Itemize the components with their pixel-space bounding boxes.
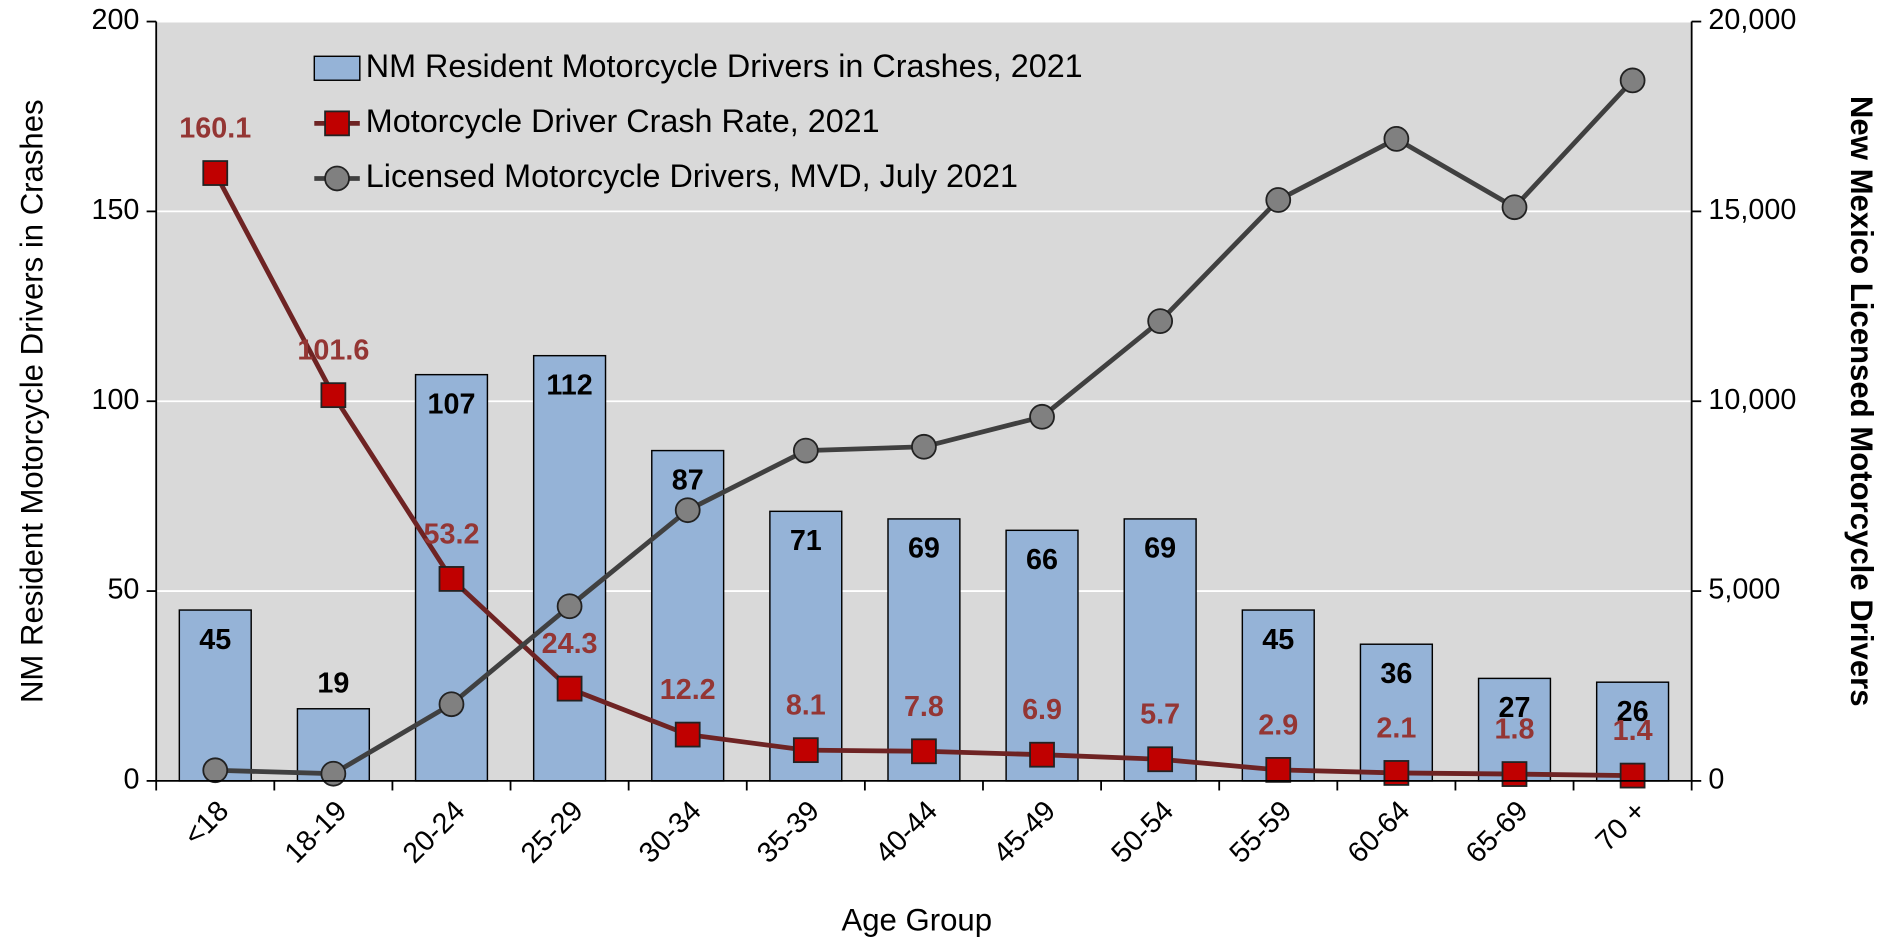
x-axis-title: Age Group: [841, 902, 992, 937]
line-value-label: 53.2: [424, 518, 480, 550]
marker: [556, 675, 583, 702]
x-tick-label: 20-24: [397, 795, 472, 870]
x-tick-label: 70 +: [1590, 795, 1653, 858]
marker: [202, 757, 229, 784]
bar-value-label: 107: [428, 388, 476, 420]
bar: [532, 354, 607, 782]
marker: [1619, 762, 1646, 789]
marker: [674, 497, 701, 524]
y2-tick-label: 10,000: [1708, 384, 1796, 416]
marker: [792, 437, 819, 464]
line-value-label: 2.1: [1376, 712, 1416, 744]
marker: [911, 433, 937, 460]
bar-value-label: 45: [199, 624, 231, 656]
line-value-label: 160.1: [179, 113, 251, 145]
bar-value-label: 69: [908, 533, 940, 565]
marker: [792, 737, 819, 764]
marker: [1383, 760, 1410, 786]
line-value-label: 6.9: [1022, 694, 1062, 726]
y2-axis-title: New Mexico Licensed Motorcycle Drivers: [1844, 96, 1879, 707]
line-value-label: 1.8: [1495, 714, 1535, 746]
line-value-label: 101.6: [297, 335, 369, 367]
y2-tick-label: 20,000: [1708, 4, 1796, 36]
marker: [202, 160, 229, 186]
x-tick-label: 50-54: [1105, 795, 1180, 870]
y-tick-label: 200: [91, 4, 139, 36]
x-tick-label: <18: [178, 795, 235, 852]
y-tick-label: 0: [123, 763, 139, 795]
legend-swatch: [313, 55, 361, 81]
marker: [1029, 403, 1055, 430]
x-tick-label: 25-29: [515, 795, 590, 870]
marker: [1501, 761, 1528, 787]
y-tick-label: 50: [107, 574, 139, 606]
marker: [556, 593, 583, 620]
marker: [320, 760, 347, 787]
labels: 45 19 107 112 87 71 69 66 69 45 36 27 26 160.1 101.6 53…: [179, 113, 1652, 748]
bar: [769, 510, 843, 782]
marker: [1147, 746, 1174, 773]
bar-value-label: 71: [790, 525, 822, 557]
bar-value-label: 19: [317, 667, 349, 699]
line-value-label: 5.7: [1140, 699, 1180, 731]
y2-tick-label: 0: [1708, 763, 1724, 795]
bar-value-label: 66: [1026, 544, 1058, 576]
y2-tick-label: 15,000: [1708, 194, 1796, 226]
line-value-label: 12.2: [660, 674, 716, 706]
line-value-label: 24.3: [542, 628, 598, 660]
x-tick-label: 45-49: [987, 795, 1062, 870]
marker: [1029, 741, 1055, 768]
x-tick-label: 55-59: [1224, 795, 1299, 870]
bar: [1359, 643, 1434, 782]
bar-value-label: 45: [1262, 624, 1294, 656]
marker: [438, 566, 465, 592]
bar-value-label: 27: [1499, 692, 1531, 724]
line-value-label: 2.9: [1258, 709, 1298, 741]
bar-value-label: 26: [1617, 696, 1649, 728]
legend-label: Licensed Motorcycle Drivers, MVD, July 2…: [366, 158, 1018, 194]
bar: [1241, 609, 1315, 782]
bar-value-label: 69: [1144, 533, 1176, 565]
y2-tick-label: 5,000: [1708, 574, 1780, 606]
marker: [1265, 757, 1292, 783]
bar-value-label: 36: [1380, 658, 1412, 690]
marker: [320, 382, 347, 409]
x-tick-label: 18-19: [279, 795, 354, 870]
y-tick-label: 150: [91, 194, 139, 226]
marker: [674, 721, 701, 748]
y-tick-label: 100: [91, 384, 139, 416]
marker: [438, 691, 465, 718]
x-tick-label: 65-69: [1460, 795, 1535, 870]
marker: [911, 738, 937, 765]
marker: [1501, 194, 1528, 221]
bar: [887, 518, 961, 782]
bar-value-label: 87: [672, 464, 704, 496]
line-value-label: 8.1: [786, 690, 826, 722]
x-tick-label: 30-34: [633, 795, 708, 870]
marker: [1265, 187, 1292, 213]
legend-marker: [324, 110, 350, 137]
legend-label: NM Resident Motorcycle Drivers in Crashe…: [366, 48, 1083, 84]
line-value-label: 1.4: [1613, 715, 1653, 747]
x-tick-label: 40-44: [869, 795, 944, 870]
marker: [1619, 67, 1646, 94]
y-axis-title: NM Resident Motorcycle Drivers in Crashe…: [14, 99, 49, 703]
x-tick-label: 35-39: [751, 795, 826, 870]
lines: [202, 67, 1646, 789]
legend-marker: [324, 165, 350, 192]
line-value-label: 7.8: [904, 691, 944, 723]
bar-value-label: 112: [546, 369, 592, 401]
x-tick-label: 60-64: [1342, 795, 1417, 870]
legend-label: Motorcycle Driver Crash Rate, 2021: [366, 103, 880, 139]
bar: [1005, 529, 1079, 782]
marker: [1383, 126, 1410, 152]
marker: [1147, 308, 1174, 334]
grid: [156, 20, 1692, 592]
